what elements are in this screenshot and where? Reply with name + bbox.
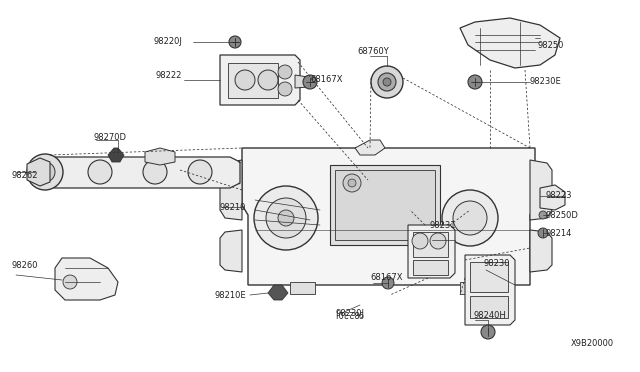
Bar [330, 165, 440, 245]
Circle shape [254, 186, 318, 250]
Polygon shape [55, 258, 118, 300]
Polygon shape [220, 55, 300, 105]
Circle shape [538, 228, 548, 238]
Bar [470, 296, 508, 318]
Polygon shape [268, 285, 288, 300]
Polygon shape [27, 158, 50, 186]
Polygon shape [242, 148, 535, 285]
Polygon shape [530, 160, 552, 220]
Text: 98250D: 98250D [546, 211, 579, 219]
Circle shape [442, 190, 498, 246]
Bar [413, 232, 448, 257]
Text: 98222: 98222 [156, 71, 182, 80]
Polygon shape [460, 18, 560, 68]
Text: 98231: 98231 [430, 221, 456, 230]
Circle shape [235, 70, 255, 90]
Text: 98270D: 98270D [94, 134, 127, 142]
Text: 98230J: 98230J [335, 308, 364, 317]
Circle shape [412, 233, 428, 249]
Circle shape [481, 325, 495, 339]
Text: 98262: 98262 [12, 170, 38, 180]
Circle shape [303, 75, 317, 89]
Bar [470, 262, 508, 292]
Circle shape [382, 277, 394, 289]
Text: 98260: 98260 [12, 260, 38, 269]
Circle shape [371, 66, 403, 98]
Circle shape [468, 75, 482, 89]
Bar [460, 282, 485, 294]
Circle shape [539, 211, 547, 219]
Polygon shape [408, 225, 455, 278]
Text: 98210: 98210 [220, 202, 246, 212]
Polygon shape [145, 148, 175, 165]
Polygon shape [295, 75, 310, 88]
Circle shape [229, 36, 241, 48]
Polygon shape [108, 148, 124, 162]
Text: 98220J: 98220J [153, 38, 182, 46]
Circle shape [430, 233, 446, 249]
Circle shape [63, 275, 77, 289]
Polygon shape [530, 230, 552, 272]
Bar [290, 282, 315, 294]
Circle shape [278, 210, 294, 226]
Text: X9B20000: X9B20000 [571, 339, 614, 348]
Circle shape [258, 70, 278, 90]
Text: 98240H: 98240H [473, 311, 506, 321]
Circle shape [88, 160, 112, 184]
Circle shape [378, 73, 396, 91]
Bar [228, 63, 278, 98]
Text: 68167X: 68167X [310, 76, 342, 84]
Polygon shape [220, 230, 242, 272]
Polygon shape [35, 157, 240, 188]
Circle shape [266, 198, 306, 238]
Circle shape [278, 65, 292, 79]
Circle shape [348, 179, 356, 187]
Text: 98223: 98223 [546, 192, 573, 201]
Circle shape [188, 160, 212, 184]
Circle shape [453, 201, 487, 235]
Text: 98230: 98230 [484, 259, 511, 267]
Bar [335, 170, 435, 240]
Polygon shape [465, 255, 515, 325]
Text: 98230J: 98230J [335, 308, 364, 317]
Circle shape [35, 162, 55, 182]
Text: 68760Y: 68760Y [357, 48, 388, 57]
Circle shape [27, 154, 63, 190]
Circle shape [278, 82, 292, 96]
Circle shape [143, 160, 167, 184]
Text: 68167X: 68167X [370, 273, 403, 282]
Text: 98250: 98250 [537, 41, 563, 49]
Circle shape [343, 174, 361, 192]
Polygon shape [540, 185, 565, 210]
Bar [413, 260, 448, 275]
Text: 98210E: 98210E [214, 291, 246, 299]
Polygon shape [220, 160, 242, 220]
Polygon shape [355, 140, 385, 155]
Text: 98214: 98214 [546, 228, 572, 237]
Text: 98230E: 98230E [529, 77, 561, 87]
Circle shape [383, 78, 391, 86]
